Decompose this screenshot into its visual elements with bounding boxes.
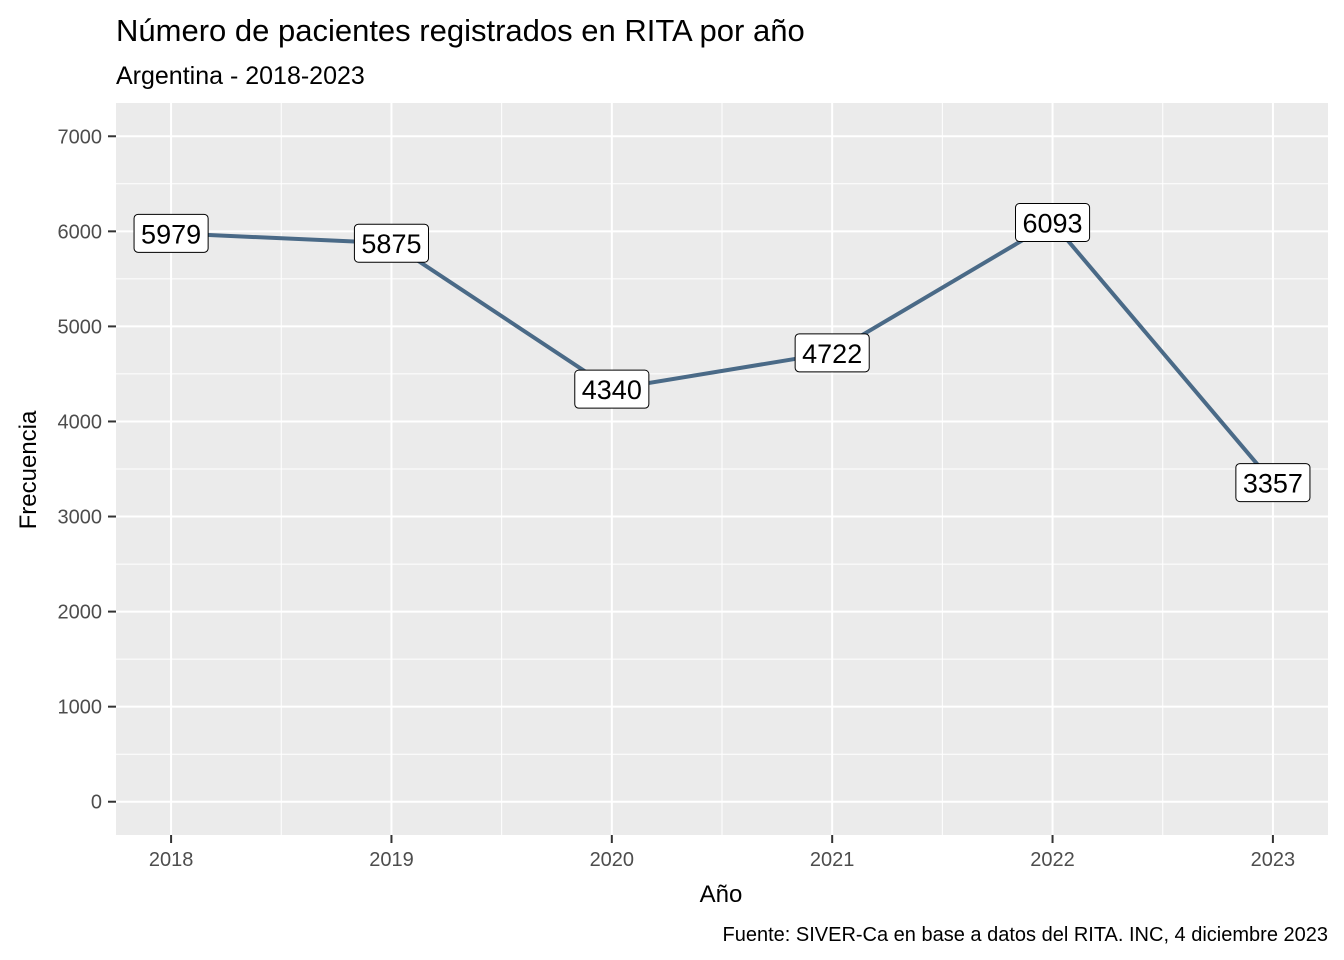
y-axis: 0 1000 2000 3000 4000 5000 6000 7000 (58, 126, 116, 814)
data-label: 4340 (574, 369, 650, 409)
y-axis-title: Frecuencia (15, 410, 42, 529)
y-tick-label: 3000 (58, 507, 103, 529)
data-label-box (574, 369, 650, 409)
chart-subtitle: Argentina - 2018-2023 (116, 62, 365, 90)
data-label-box (353, 223, 429, 263)
data-label: 3357 (1235, 463, 1311, 503)
data-label: 5875 (353, 223, 429, 263)
x-axis-title: Año (700, 881, 743, 908)
y-tick-label: 2000 (58, 602, 103, 624)
data-label-text: 5979 (141, 219, 201, 249)
y-tick-label: 0 (91, 792, 102, 814)
grid-lines (116, 103, 1328, 835)
data-label-box (1015, 202, 1091, 242)
x-tick-label: 2021 (810, 849, 855, 871)
data-label: 5979 (133, 213, 209, 253)
data-label-text: 4722 (802, 339, 862, 369)
y-tick-label: 5000 (58, 316, 103, 338)
data-label-text: 3357 (1243, 469, 1303, 499)
data-label-group: 5979 5875 4340 4722 6093 3357 (133, 202, 1311, 503)
y-tick-label: 7000 (58, 126, 103, 148)
data-label-text: 6093 (1023, 208, 1083, 238)
chart-caption: Fuente: SIVER-Ca en base a datos del RIT… (723, 924, 1329, 946)
data-label-text: 5875 (361, 229, 421, 259)
data-label-box (133, 213, 209, 253)
data-label: 4722 (794, 333, 870, 373)
y-tick-label: 6000 (58, 221, 103, 243)
x-tick-label: 2023 (1251, 849, 1296, 871)
x-tick-label: 2020 (590, 849, 635, 871)
x-tick-label: 2018 (149, 849, 194, 871)
x-tick-label: 2022 (1030, 849, 1075, 871)
data-label: 6093 (1015, 202, 1091, 242)
y-tick-label: 1000 (58, 697, 103, 719)
data-label-box (1235, 463, 1311, 503)
x-axis: 2018 2019 2020 2021 2022 2023 (149, 835, 1295, 871)
x-tick-label: 2019 (369, 849, 414, 871)
data-label-text: 4340 (582, 375, 642, 405)
chart-title: Número de pacientes registrados en RITA … (116, 13, 805, 48)
data-label-box (794, 333, 870, 373)
y-tick-label: 4000 (58, 411, 103, 433)
